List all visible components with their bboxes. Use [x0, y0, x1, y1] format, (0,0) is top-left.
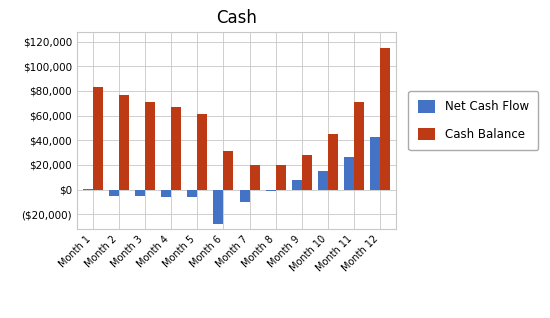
Bar — [292, 180, 302, 190]
Bar — [135, 190, 145, 196]
Bar — [223, 151, 233, 190]
Bar — [318, 171, 328, 190]
Bar — [266, 190, 276, 191]
Bar — [109, 190, 119, 196]
Bar — [302, 155, 312, 190]
Legend: Net Cash Flow, Cash Balance: Net Cash Flow, Cash Balance — [408, 91, 538, 150]
Bar — [145, 102, 155, 190]
Bar — [82, 189, 93, 190]
Bar — [213, 190, 223, 224]
Bar — [161, 190, 171, 197]
Bar — [188, 190, 197, 197]
Bar — [119, 95, 129, 190]
Bar — [380, 48, 390, 190]
Bar — [197, 114, 207, 190]
Bar — [276, 165, 285, 190]
Bar — [240, 190, 250, 202]
Bar — [354, 102, 364, 190]
Bar — [250, 165, 260, 190]
Title: Cash: Cash — [216, 10, 257, 27]
Bar — [93, 87, 103, 190]
Bar — [370, 136, 380, 190]
Bar — [344, 157, 354, 190]
Bar — [328, 134, 338, 190]
Bar — [171, 107, 181, 190]
